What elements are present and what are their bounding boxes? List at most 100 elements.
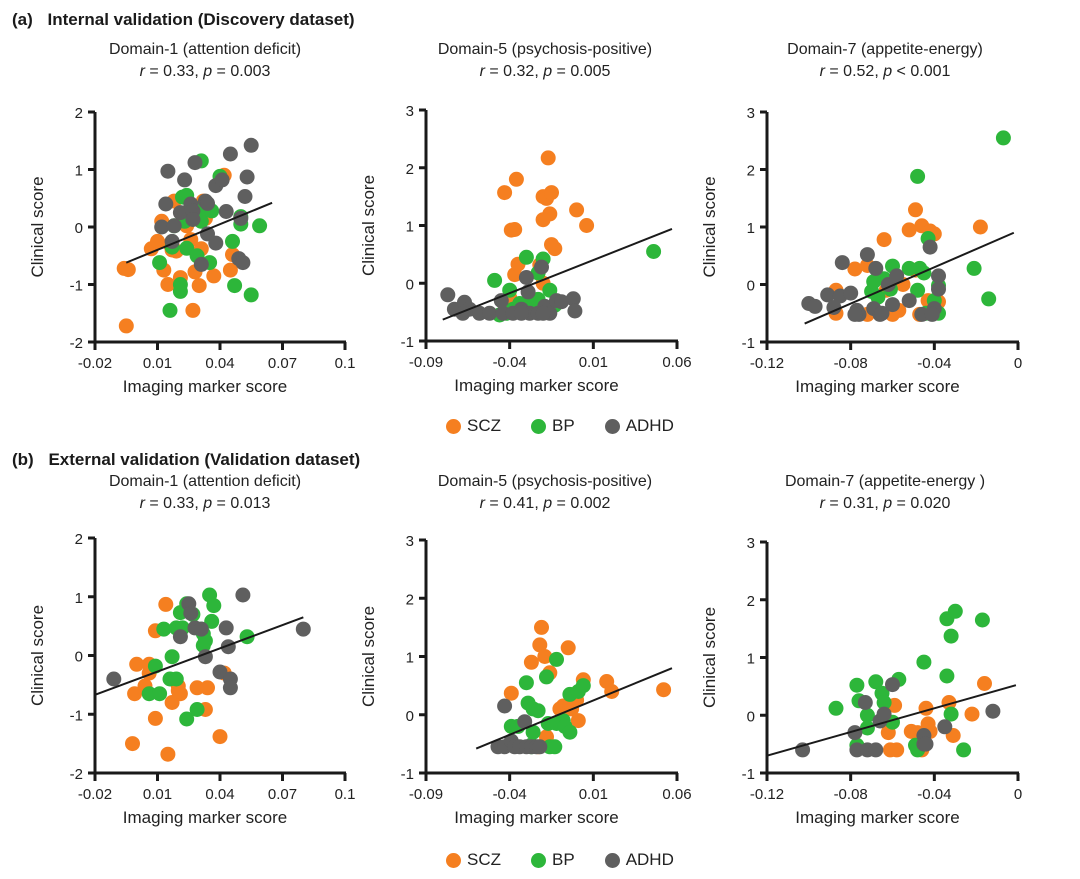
- point-bp: [518, 249, 534, 265]
- x-tick-label: -0.12: [750, 786, 784, 803]
- point-scz: [534, 619, 549, 635]
- point-adhd: [843, 285, 859, 301]
- point-scz: [656, 682, 672, 698]
- legend-label: SCZ: [467, 850, 501, 869]
- section-b-title: (b) External validation (Validation data…: [12, 450, 360, 470]
- point-scz: [544, 185, 559, 201]
- point-adhd: [235, 587, 251, 603]
- section-b-tag: (b): [12, 450, 34, 469]
- y-tick-label: 2: [747, 593, 755, 610]
- point-adhd: [985, 703, 1001, 719]
- y-tick-label: 2: [75, 531, 83, 548]
- x-tick-label: 0.1: [335, 355, 356, 372]
- point-adhd: [868, 260, 884, 276]
- point-adhd: [565, 291, 581, 307]
- point-scz: [535, 212, 551, 228]
- y-tick-label: -1: [742, 335, 755, 352]
- point-bp: [227, 278, 243, 294]
- point-bp: [518, 675, 534, 691]
- y-tick-label: 2: [406, 161, 414, 178]
- point-scz: [503, 685, 519, 701]
- panel-title: Domain-7 (appetite-energy ): [785, 473, 985, 490]
- point-adhd: [482, 305, 498, 321]
- point-adhd: [517, 714, 533, 730]
- point-adhd: [497, 698, 513, 714]
- panel-title: Domain-7 (appetite-energy): [787, 41, 983, 58]
- x-axis-label: Imaging marker score: [123, 808, 287, 827]
- legend-item-bp: BP: [531, 850, 575, 870]
- point-scz: [847, 261, 863, 277]
- y-tick-label: 2: [75, 105, 83, 122]
- point-scz: [147, 710, 163, 726]
- y-tick-label: 1: [75, 590, 83, 607]
- point-adhd: [185, 212, 201, 227]
- point-bp: [487, 272, 503, 288]
- panel-stat: r = 0.32, p = 0.005: [480, 63, 611, 80]
- point-adhd: [218, 204, 234, 219]
- x-tick-label: 0.01: [143, 355, 172, 372]
- y-tick-label: 0: [406, 708, 414, 725]
- legend-label: BP: [552, 416, 575, 435]
- y-tick-label: 3: [747, 535, 755, 552]
- x-tick-label: -0.02: [78, 355, 112, 372]
- point-bp: [981, 291, 997, 307]
- x-tick-label: 0: [1014, 786, 1022, 803]
- x-tick-label: 0.06: [662, 354, 691, 371]
- legend-label: ADHD: [625, 416, 674, 435]
- point-scz: [560, 640, 576, 656]
- x-tick-label: -0.08: [834, 786, 868, 803]
- point-scz: [191, 278, 207, 294]
- x-tick-label: -0.04: [917, 355, 951, 372]
- regression-line: [94, 616, 304, 696]
- point-adhd: [876, 706, 892, 722]
- point-scz: [200, 680, 215, 696]
- x-tick-label: 0.01: [579, 354, 608, 371]
- point-scz: [160, 277, 176, 292]
- point-adhd: [931, 281, 946, 297]
- point-adhd: [518, 270, 534, 285]
- point-adhd: [826, 300, 842, 315]
- point-bp: [179, 240, 195, 256]
- y-tick-label: -2: [70, 766, 83, 783]
- point-adhd: [847, 306, 863, 322]
- point-adhd: [889, 268, 905, 284]
- point-bp: [252, 218, 268, 234]
- point-bp: [995, 130, 1011, 146]
- x-axis-label: Imaging marker score: [795, 808, 959, 827]
- point-scz: [972, 219, 988, 235]
- point-adhd: [885, 297, 900, 313]
- legend-item-scz: SCZ: [446, 850, 501, 870]
- point-adhd: [922, 239, 938, 255]
- y-axis-label: Clinical score: [28, 176, 47, 277]
- point-scz: [569, 202, 585, 218]
- point-bp: [910, 168, 926, 184]
- point-adhd: [534, 259, 549, 275]
- point-scz: [579, 218, 595, 233]
- adhd-dot-icon: [604, 418, 620, 434]
- point-scz: [125, 736, 140, 752]
- y-axis-label: Clinical score: [359, 606, 378, 707]
- point-adhd: [183, 605, 199, 621]
- x-tick-label: -0.04: [493, 786, 527, 803]
- y-tick-label: 3: [747, 105, 755, 122]
- y-tick-label: 0: [747, 278, 755, 295]
- point-bp: [179, 711, 195, 727]
- point-bp: [162, 302, 178, 318]
- regression-line: [442, 228, 673, 321]
- y-tick-label: 1: [406, 219, 414, 236]
- point-adhd: [295, 621, 311, 637]
- x-axis-label: Imaging marker score: [123, 377, 287, 396]
- point-bp: [575, 678, 591, 694]
- panel-stat: r = 0.41, p = 0.002: [480, 495, 611, 512]
- point-adhd: [874, 305, 890, 321]
- point-adhd: [440, 287, 456, 303]
- point-bp: [530, 703, 546, 719]
- regression-line: [125, 201, 273, 264]
- y-axis-label: Clinical score: [700, 607, 719, 708]
- panel-stat: r = 0.33, p = 0.013: [140, 495, 271, 512]
- point-adhd: [222, 146, 238, 162]
- bp-dot-icon: [531, 852, 546, 868]
- point-bp: [646, 244, 662, 259]
- point-bp: [206, 598, 222, 614]
